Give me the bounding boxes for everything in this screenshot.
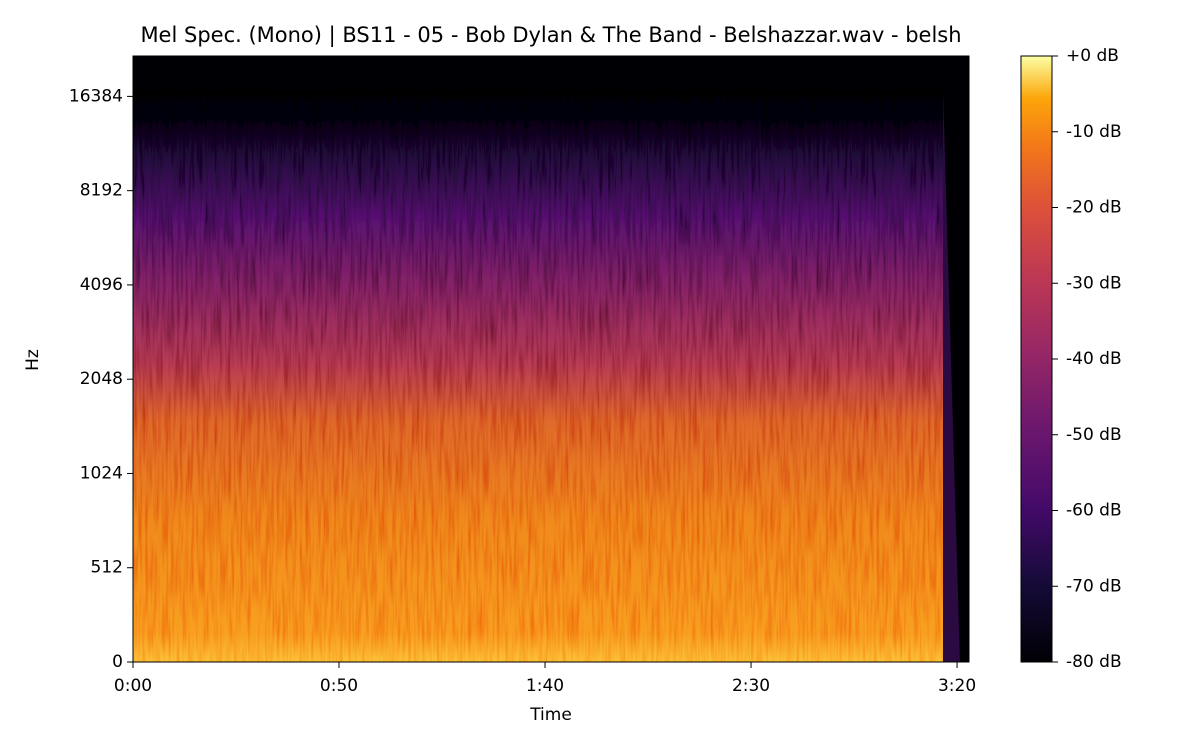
y-axis-label: Hz [23,349,43,371]
y-tick-label: 8192 [80,181,123,201]
y-tick-label: 0 [112,652,123,672]
colorbar [1020,55,1053,663]
y-tick-label: 4096 [80,275,123,295]
colorbar-tick-label: -70 dB [1066,576,1122,596]
plot-frame [132,55,970,663]
x-tick-label: 0:50 [320,676,358,696]
colorbar-tick-label: -20 dB [1066,198,1122,218]
x-tick-label: 2:30 [732,676,770,696]
colorbar-tick-label: -30 dB [1066,273,1122,293]
colorbar-tick-label: +0 dB [1066,46,1119,66]
x-tick-label: 1:40 [526,676,564,696]
spectrogram-image [133,56,969,662]
x-tick-label: 0:00 [114,676,152,696]
colorbar-tick-label: -50 dB [1066,425,1122,445]
colorbar-tick-label: -10 dB [1066,122,1122,142]
chart-title: Mel Spec. (Mono) | BS11 - 05 - Bob Dylan… [140,23,961,48]
x-axis-label: Time [529,705,572,725]
x-tick-label: 3:20 [938,676,976,696]
y-tick-label: 2048 [80,369,123,389]
colorbar-tick-label: -60 dB [1066,501,1122,521]
colorbar-tick-label: -40 dB [1066,349,1122,369]
y-tick-label: 512 [91,558,123,578]
colorbar-tick-label: -80 dB [1066,652,1122,672]
y-tick-label: 16384 [69,86,123,106]
y-tick-label: 1024 [80,463,123,483]
